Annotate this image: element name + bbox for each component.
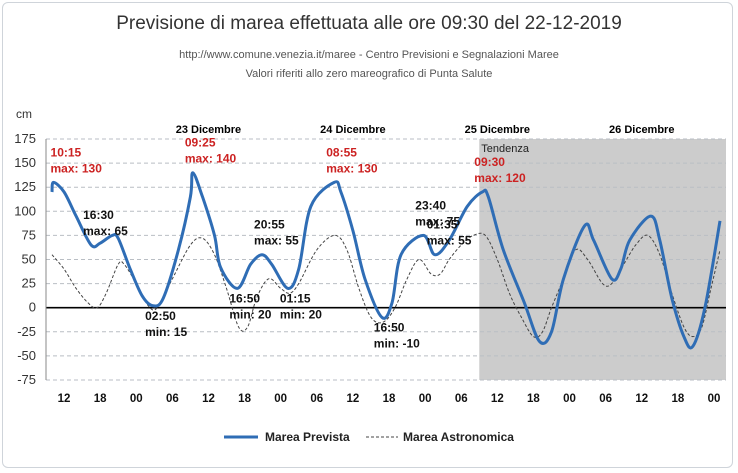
y-tick-label: -50 [17, 348, 36, 363]
y-tick-label: 75 [22, 227, 36, 242]
annotation-time: 01:15 [280, 291, 311, 305]
x-tick-label: 12 [58, 393, 71, 405]
x-tick-label: 00 [419, 393, 432, 405]
x-tick-label: 18 [383, 393, 396, 405]
annotation-value: max: 120 [474, 171, 526, 185]
legend-label-prevista: Marea Prevista [265, 430, 350, 444]
y-tick-label: 50 [22, 252, 36, 267]
annotation-value: max: 130 [326, 161, 378, 175]
subtitle-line-2: Valori riferiti allo zero mareografico d… [246, 68, 493, 80]
annotation-time: 16:50 [374, 320, 405, 334]
day-label: 26 Dicembre [609, 124, 674, 136]
x-tick-label: 00 [708, 393, 721, 405]
trend-label: Tendenza [481, 143, 530, 155]
day-label: 24 Dicembre [320, 124, 385, 136]
annotation-time: 23:40 [415, 198, 446, 212]
y-tick-label: 100 [14, 203, 36, 218]
annotation-time: 02:50 [145, 309, 176, 323]
day-label: 25 Dicembre [465, 124, 530, 136]
x-tick-label: 00 [130, 393, 143, 405]
annotation-value: min: 20 [229, 307, 271, 321]
y-tick-label: 150 [14, 155, 36, 170]
annotation-value: max: 130 [51, 161, 103, 175]
y-tick-label: -75 [17, 372, 36, 387]
grid [46, 138, 726, 381]
y-tick-label: -25 [17, 324, 36, 339]
annotation-value: max: 140 [185, 152, 237, 166]
annotation-value: max: 55 [254, 234, 299, 248]
chart-title: Previsione di marea effettuata alle ore … [116, 13, 622, 34]
annotation-value: max: 65 [83, 224, 128, 238]
annotation-value: min: -10 [374, 336, 420, 350]
y-tick-label: 175 [14, 131, 36, 146]
x-tick-label: 18 [94, 393, 107, 405]
x-tick-label: 00 [274, 393, 287, 405]
y-tick-label: 25 [22, 276, 36, 291]
x-tick-label: 12 [635, 393, 648, 405]
annotation-value: min: 20 [280, 307, 322, 321]
x-tick-label: 18 [527, 393, 540, 405]
y-axis-unit: cm [16, 107, 32, 121]
annotation-value: min: 15 [145, 325, 187, 339]
x-tick-label: 06 [310, 393, 323, 405]
annotation-time: 09:30 [474, 155, 505, 169]
subtitle-line-1: http://www.comune.venezia.it/maree - Cen… [179, 49, 559, 61]
annotation-time: 01:35 [427, 218, 458, 232]
annotation-value: max: 75 [415, 214, 460, 228]
x-tick-label: 18 [671, 393, 684, 405]
annotation-time: 16:50 [229, 291, 260, 305]
annotation-value: max: 55 [427, 234, 472, 248]
y-tick-label: 0 [29, 300, 36, 315]
x-tick-label: 06 [599, 393, 612, 405]
x-tick-label: 00 [563, 393, 576, 405]
x-tick-label: 06 [166, 393, 179, 405]
x-tick-label: 12 [491, 393, 504, 405]
day-label: 23 Dicembre [176, 124, 241, 136]
annotation-time: 09:25 [185, 136, 216, 150]
x-tick-label: 06 [455, 393, 468, 405]
legend: Marea Prevista Marea Astronomica [224, 430, 514, 444]
annotation-time: 20:55 [254, 218, 285, 232]
x-tick-label: 12 [347, 393, 360, 405]
annotation-time: 16:30 [83, 208, 114, 222]
x-tick-label: 18 [238, 393, 251, 405]
y-tick-label: 125 [14, 179, 36, 194]
series-prevista-line [50, 171, 722, 350]
legend-label-astronomica: Marea Astronomica [403, 430, 514, 444]
x-tick-label: 12 [202, 393, 215, 405]
annotation-time: 08:55 [326, 145, 357, 159]
annotation-time: 10:15 [51, 145, 82, 159]
